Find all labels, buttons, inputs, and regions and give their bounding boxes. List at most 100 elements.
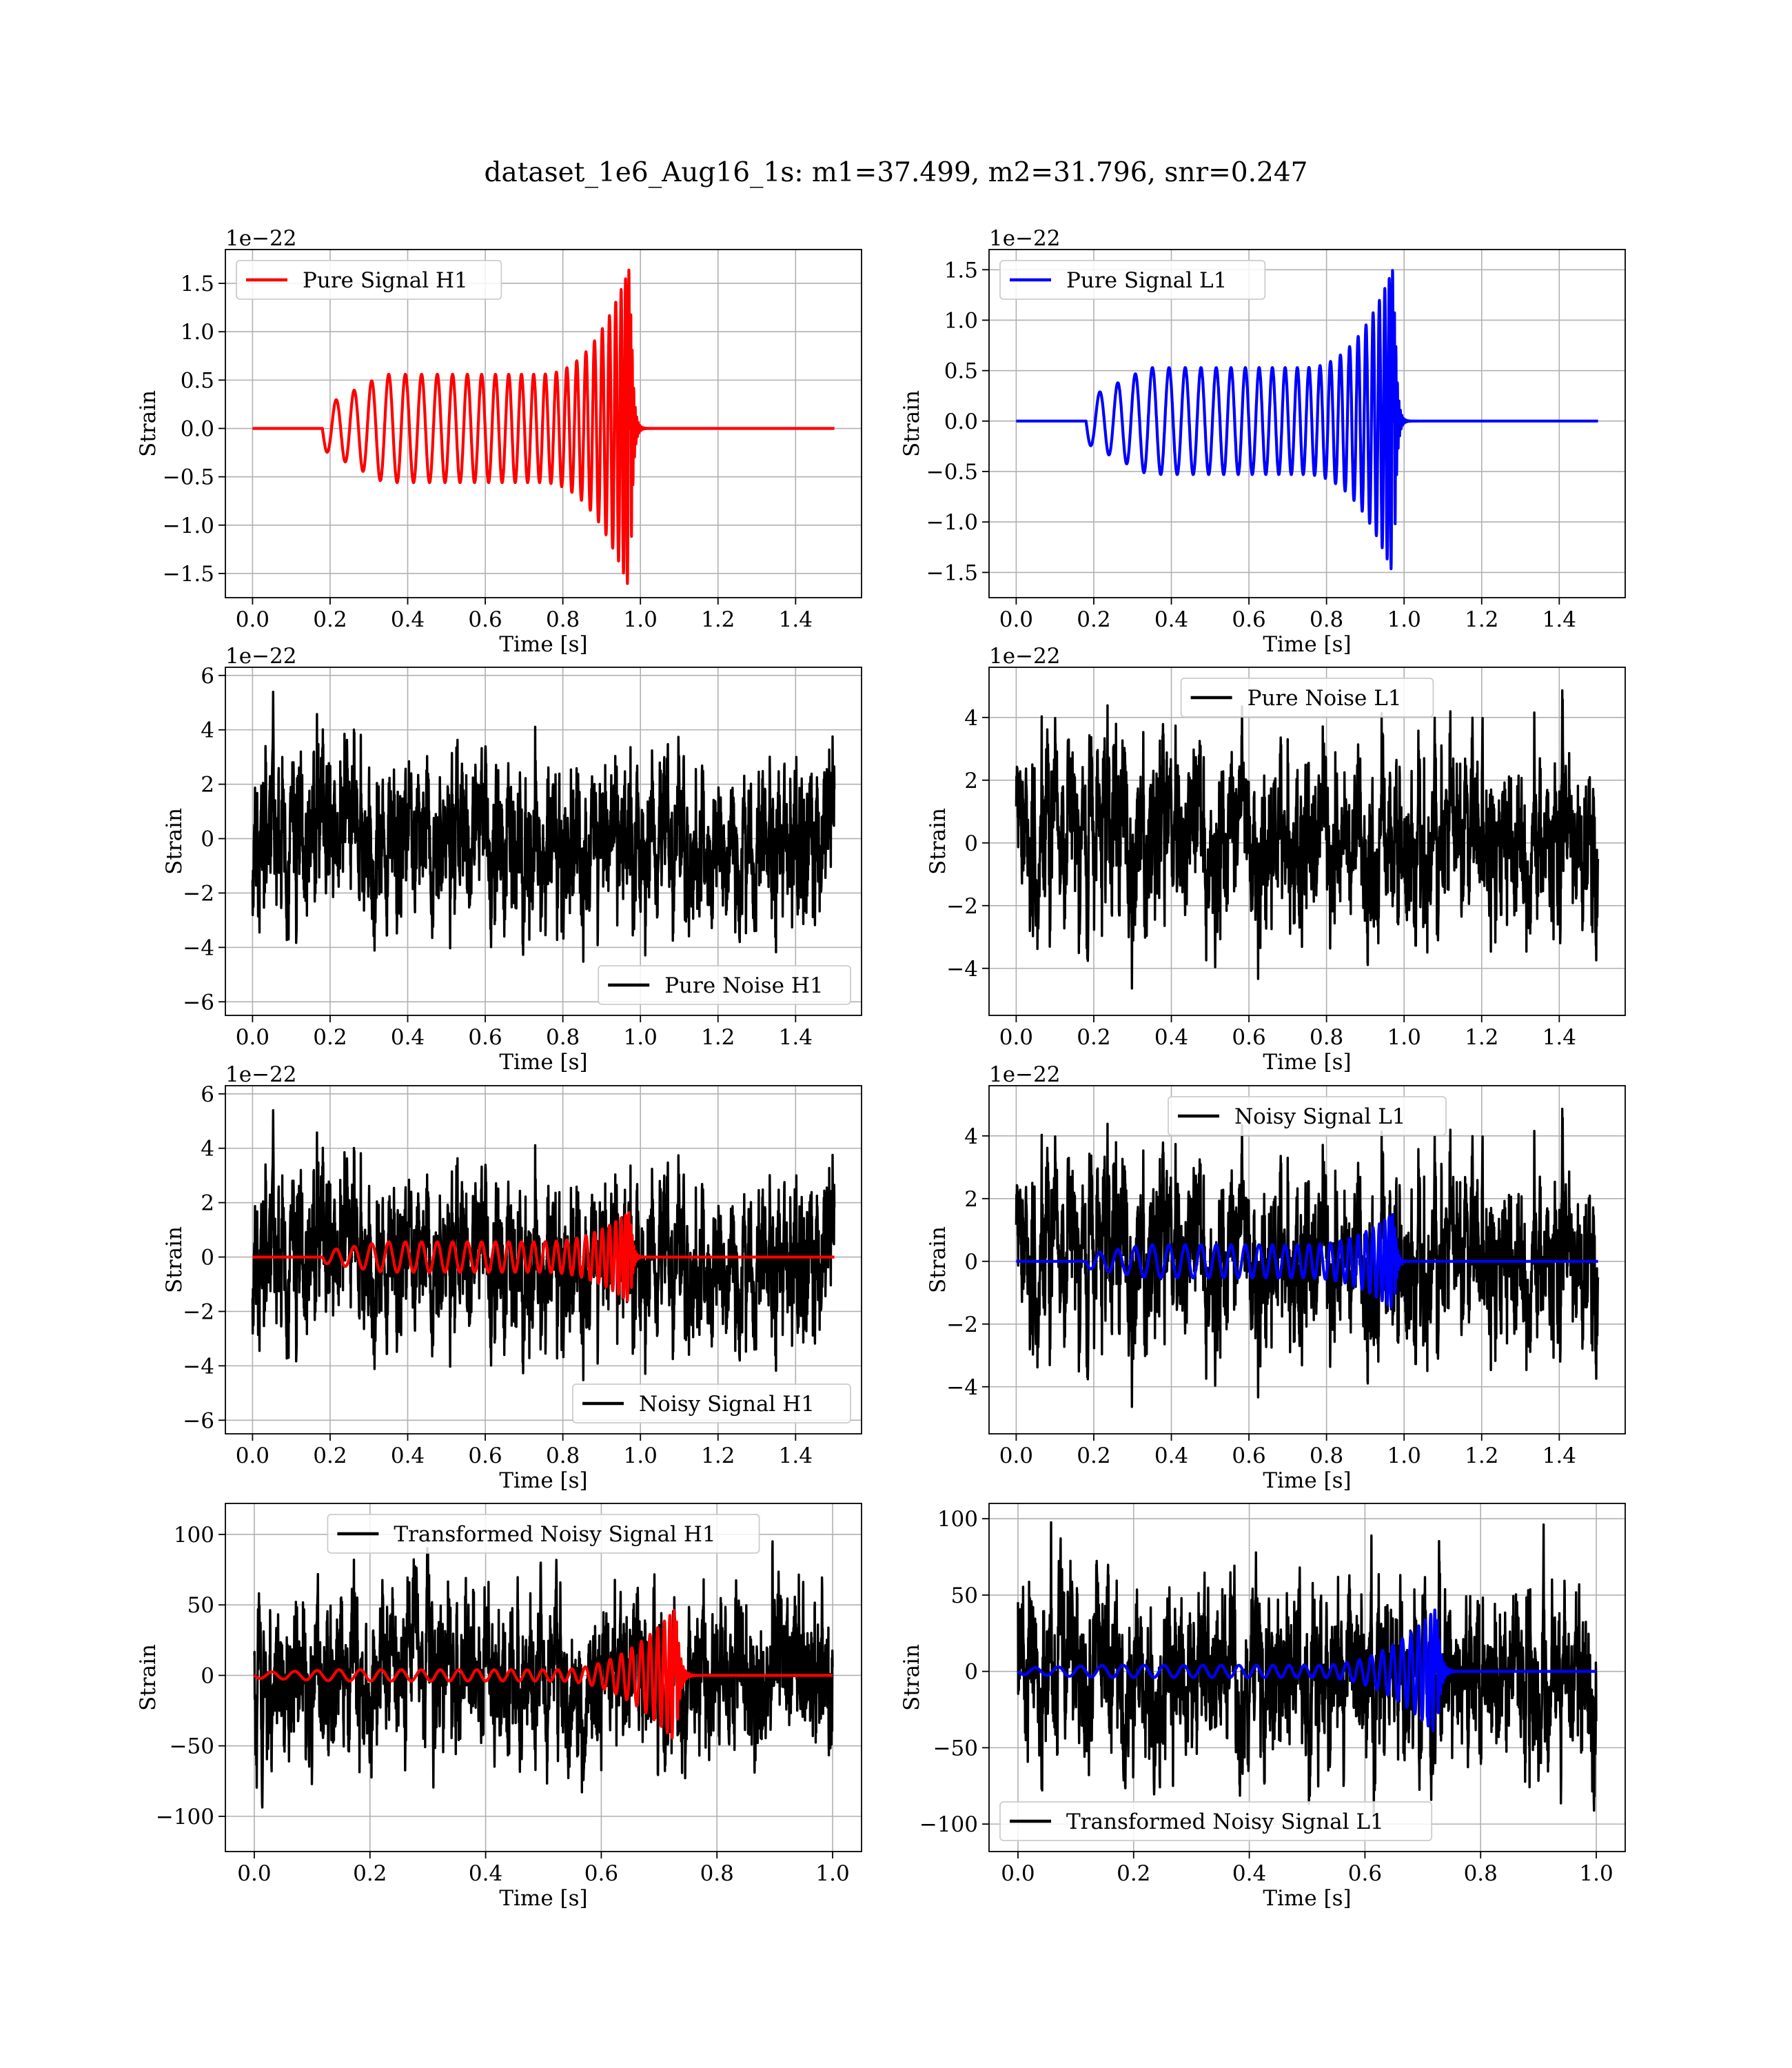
- series-line-1: [251, 691, 836, 963]
- x-tick-label: 0.6: [1232, 607, 1265, 632]
- y-tick-label: 0.0: [181, 417, 214, 442]
- y-tick-label: 1.0: [181, 320, 214, 345]
- y-tick-label: 0: [964, 1250, 978, 1275]
- x-tick-label: 0.0: [237, 1861, 271, 1886]
- y-tick-label: −50: [170, 1734, 214, 1759]
- x-tick-label: 1.0: [1387, 607, 1421, 632]
- x-tick-label: 0.2: [1117, 1861, 1150, 1886]
- x-tick-label: 0.2: [1077, 1025, 1110, 1050]
- y-tick-label: 0.5: [181, 368, 214, 393]
- y-tick-label: 0: [964, 1660, 978, 1685]
- y-tick-label: 0: [201, 827, 214, 852]
- legend-label: Transformed Noisy Signal H1: [394, 1522, 715, 1547]
- y-tick-label: 0.0: [944, 409, 978, 434]
- x-tick-label: 0.0: [999, 1443, 1033, 1468]
- x-axis-label: Time [s]: [1263, 1050, 1351, 1075]
- x-tick-label: 1.2: [701, 1443, 735, 1468]
- y-offset-label: 1e−22: [225, 1062, 297, 1087]
- axes-frame: [225, 667, 862, 1016]
- x-tick-label: 1.4: [779, 607, 813, 632]
- legend: Pure Signal L1: [999, 260, 1266, 300]
- x-tick-label: 0.8: [1310, 607, 1343, 632]
- x-tick-label: 0.6: [584, 1861, 618, 1886]
- x-tick-label: 1.0: [624, 1443, 658, 1468]
- y-tick-label: 1.5: [181, 272, 214, 296]
- x-tick-label: 1.0: [815, 1861, 849, 1886]
- axes-frame: [225, 249, 862, 598]
- y-axis-label: Strain: [136, 1644, 161, 1711]
- x-axis-label: Time [s]: [499, 1468, 587, 1493]
- x-tick-label: 1.4: [779, 1025, 813, 1050]
- x-tick-label: 0.0: [236, 607, 269, 632]
- x-axis-label: Time [s]: [499, 1050, 587, 1075]
- x-tick-label: 1.0: [624, 607, 658, 632]
- y-tick-label: 0.5: [944, 359, 978, 384]
- y-tick-label: −4: [946, 1375, 978, 1400]
- y-axis-label: Strain: [162, 1226, 187, 1293]
- plot-area: [1015, 689, 1600, 990]
- x-tick-label: 1.0: [624, 1025, 658, 1050]
- y-tick-label: 2: [964, 769, 978, 793]
- x-tick-label: 1.2: [1465, 1443, 1498, 1468]
- x-tick-label: 0.8: [1310, 1025, 1343, 1050]
- x-tick-label: 0.4: [391, 1025, 425, 1050]
- y-tick-label: 6: [201, 1082, 214, 1107]
- x-tick-label: 0.8: [546, 1025, 580, 1050]
- y-tick-label: −1.0: [163, 514, 214, 538]
- y-offset-label: 1e−22: [989, 226, 1061, 251]
- x-tick-label: 1.0: [1387, 1025, 1421, 1050]
- y-tick-label: −2: [183, 1299, 214, 1324]
- chart-panel-6: 0.0 0.2 0.4 0.6 0.8 1.0 1.2 1.4 −4 −2 0 2 4 Time [s] S…: [926, 1062, 1626, 1493]
- plot-area: [251, 1109, 836, 1381]
- plot-area: [1017, 1521, 1598, 1817]
- series-line-2: [1015, 1213, 1600, 1309]
- legend-label: Pure Signal H1: [303, 268, 468, 293]
- x-tick-label: 0.2: [313, 607, 347, 632]
- plot-area: [1015, 269, 1600, 571]
- y-tick-label: −4: [946, 957, 978, 982]
- y-axis-label: Strain: [162, 808, 187, 875]
- y-tick-label: 4: [964, 1124, 978, 1149]
- y-tick-label: 6: [201, 664, 214, 689]
- y-tick-label: 50: [187, 1593, 214, 1618]
- x-tick-label: 0.4: [1232, 1861, 1266, 1886]
- x-tick-label: 1.0: [1579, 1861, 1613, 1886]
- legend-box: [1180, 678, 1434, 718]
- legend-box: [236, 260, 502, 300]
- x-tick-label: 1.2: [701, 1025, 735, 1050]
- chart-panel-2: 0.0 0.2 0.4 0.6 0.8 1.0 1.2 1.4 −1.5 −1.0 −0.5 0.0 0…: [899, 226, 1626, 657]
- series-line-1: [251, 268, 836, 585]
- legend: Noisy Signal L1: [1168, 1096, 1447, 1136]
- series-line-2: [1017, 1608, 1598, 1732]
- y-tick-label: 2: [201, 773, 214, 798]
- y-tick-label: −6: [183, 1408, 214, 1433]
- x-axis-label: Time [s]: [1263, 632, 1351, 657]
- x-tick-label: 0.2: [353, 1861, 387, 1886]
- chart-panel-1: 0.0 0.2 0.4 0.6 0.8 1.0 1.2 1.4 −1.5 −1.0 −0.5 0.0 0…: [136, 226, 862, 657]
- x-tick-label: 0.0: [236, 1443, 269, 1468]
- y-axis-label: Strain: [926, 808, 950, 875]
- y-tick-label: −2: [946, 894, 978, 919]
- y-tick-label: 2: [201, 1191, 214, 1216]
- y-axis-label: Strain: [899, 1644, 924, 1711]
- legend-box: [999, 1801, 1433, 1841]
- x-tick-label: 0.4: [391, 607, 425, 632]
- x-tick-label: 0.8: [700, 1861, 734, 1886]
- y-tick-label: −0.5: [163, 465, 214, 490]
- y-tick-label: −1.0: [926, 510, 978, 535]
- legend-box: [598, 965, 851, 1005]
- legend-label: Noisy Signal L1: [1234, 1104, 1406, 1129]
- figure-title: dataset_1e6_Aug16_1s: m1=37.499, m2=31.7…: [484, 157, 1308, 188]
- series-line-1: [253, 1540, 834, 1809]
- x-tick-label: 0.6: [468, 1443, 502, 1468]
- x-tick-label: 0.6: [468, 1025, 502, 1050]
- x-axis-label: Time [s]: [1263, 1886, 1351, 1911]
- plot-area: [253, 1540, 834, 1809]
- chart-panel-4: 0.0 0.2 0.4 0.6 0.8 1.0 1.2 1.4 −4 −2 0 2 4 Time [s] S…: [926, 644, 1626, 1075]
- y-tick-label: 4: [201, 718, 214, 743]
- legend: Transformed Noisy Signal L1: [999, 1801, 1433, 1841]
- chart-panel-7: 0.0 0.2 0.4 0.6 0.8 1.0 −100 −50 0 50 100 Time [s] S…: [136, 1503, 862, 1911]
- y-tick-label: 2: [964, 1187, 978, 1212]
- legend: Pure Noise L1: [1180, 678, 1434, 718]
